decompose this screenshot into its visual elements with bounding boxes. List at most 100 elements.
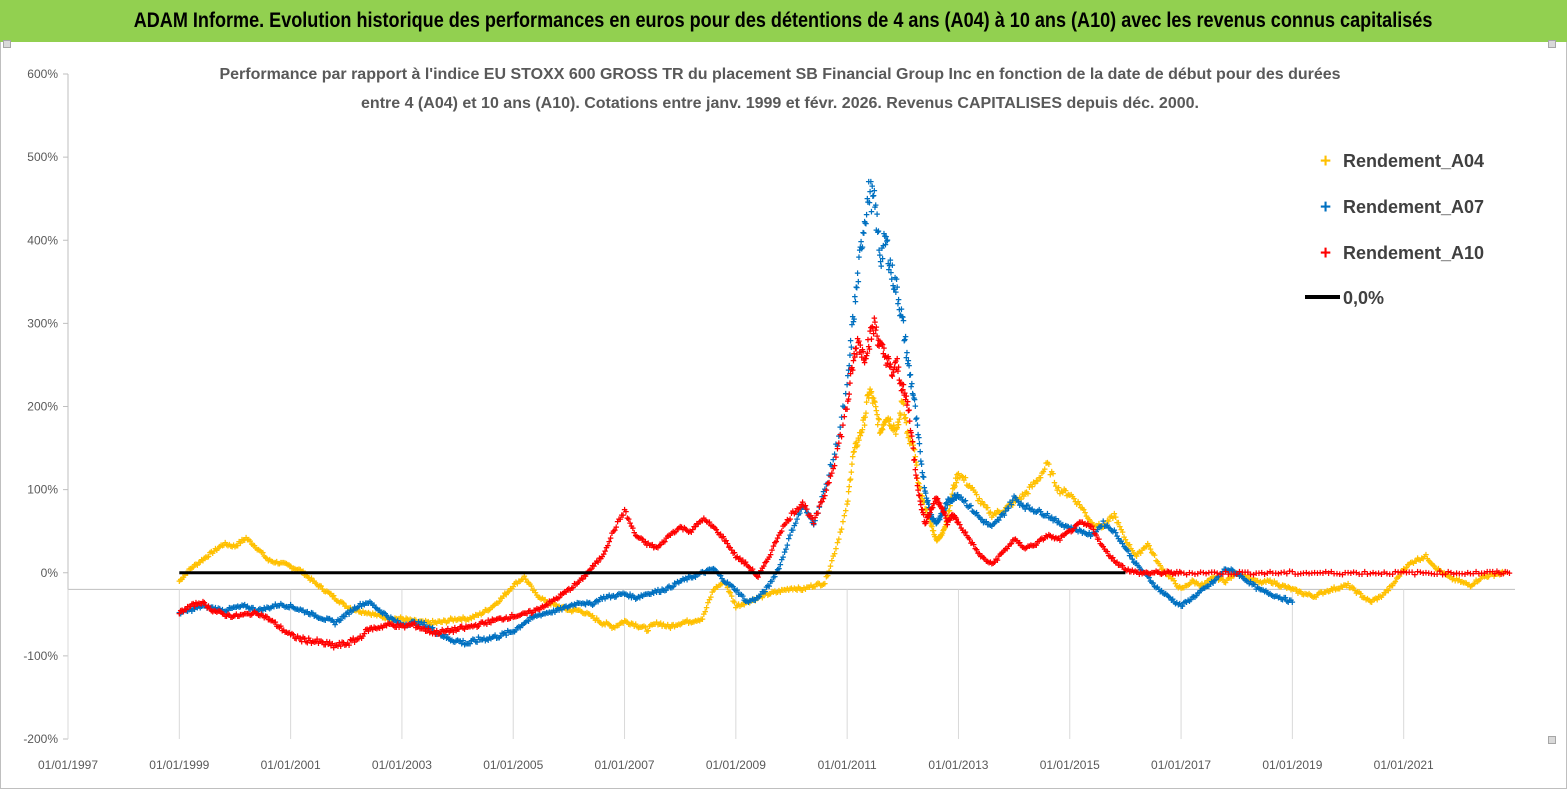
data-point: +	[792, 584, 798, 596]
data-point: +	[964, 501, 970, 513]
data-point: +	[1019, 489, 1025, 501]
data-point: +	[1167, 571, 1173, 583]
data-point: +	[941, 504, 947, 516]
data-point: +	[726, 586, 732, 598]
data-point: +	[632, 619, 638, 631]
data-point: +	[1263, 577, 1269, 589]
data-point: +	[781, 584, 787, 596]
data-point: +	[1157, 561, 1163, 573]
data-point: +	[248, 602, 254, 614]
data-point: +	[432, 617, 438, 629]
data-point: +	[881, 229, 887, 241]
data-point: +	[738, 599, 744, 611]
data-point: +	[980, 517, 986, 529]
data-point: +	[1391, 578, 1397, 590]
data-point: +	[322, 587, 328, 599]
data-point: +	[787, 530, 793, 542]
data-point: +	[1501, 568, 1507, 580]
data-point: +	[1438, 567, 1444, 579]
data-point: +	[811, 581, 817, 593]
data-point: +	[1211, 573, 1217, 585]
data-point: +	[493, 633, 499, 645]
data-point: +	[1222, 578, 1228, 590]
data-point: +	[1281, 580, 1287, 592]
data-point: +	[724, 583, 730, 595]
data-point: +	[410, 616, 416, 628]
data-point: +	[813, 579, 819, 591]
data-point: +	[939, 508, 945, 520]
data-point: +	[1067, 490, 1073, 502]
data-point: +	[1491, 571, 1497, 583]
resize-handle-top-left[interactable]	[3, 40, 11, 48]
data-point: +	[260, 605, 266, 617]
data-point: +	[1058, 520, 1064, 532]
data-point: +	[752, 595, 758, 607]
data-point: +	[482, 636, 488, 648]
resize-handle-bottom-right[interactable]	[1548, 736, 1556, 744]
data-point: +	[543, 598, 549, 610]
data-point: +	[930, 513, 936, 525]
data-point: +	[511, 578, 517, 590]
data-point: +	[1368, 597, 1374, 609]
data-point: +	[1247, 573, 1253, 585]
data-point: +	[1410, 558, 1416, 570]
data-point: +	[261, 551, 267, 563]
data-point: +	[305, 609, 311, 621]
data-point: +	[642, 589, 648, 601]
data-point: +	[1057, 488, 1063, 500]
data-point: +	[1348, 582, 1354, 594]
data-point: +	[439, 631, 445, 643]
data-point: +	[860, 415, 866, 427]
data-point: +	[528, 581, 534, 593]
data-point: +	[900, 399, 906, 411]
data-point: +	[340, 611, 346, 623]
data-point: +	[1452, 575, 1458, 587]
data-point: +	[740, 599, 746, 611]
data-point: +	[232, 542, 238, 554]
data-point: +	[450, 636, 456, 648]
data-point: +	[712, 564, 718, 576]
data-point: +	[1010, 495, 1016, 507]
data-point: +	[321, 615, 327, 627]
data-point: +	[258, 547, 264, 559]
data-point: +	[1435, 563, 1441, 575]
data-point: +	[428, 623, 434, 635]
data-point: +	[503, 589, 509, 601]
data-point: +	[691, 571, 697, 583]
data-point: +	[225, 605, 231, 617]
data-point: +	[683, 617, 689, 629]
data-point: +	[907, 370, 913, 382]
data-point: +	[324, 586, 330, 598]
data-point: +	[696, 568, 702, 580]
data-point: +	[312, 578, 318, 590]
data-point: +	[546, 607, 552, 619]
data-point: +	[587, 609, 593, 621]
data-point: +	[1000, 508, 1006, 520]
data-point: +	[1135, 560, 1141, 572]
resize-handle-top-right[interactable]	[1548, 40, 1556, 48]
data-point: +	[973, 490, 979, 502]
data-point: +	[1236, 570, 1242, 582]
data-point: +	[972, 508, 978, 520]
data-point: +	[319, 584, 325, 596]
data-point: +	[884, 415, 890, 427]
data-point: +	[215, 603, 221, 615]
data-point: +	[374, 604, 380, 616]
x-tick-label: 01/01/1999	[149, 758, 209, 772]
data-point: +	[254, 544, 260, 556]
data-point: +	[921, 497, 927, 509]
data-point: +	[845, 371, 851, 383]
data-point: +	[767, 589, 773, 601]
data-point: +	[738, 590, 744, 602]
data-point: +	[1028, 505, 1034, 517]
data-point: +	[877, 257, 883, 269]
data-point: +	[927, 511, 933, 523]
data-point: +	[521, 571, 527, 583]
data-point: +	[631, 592, 637, 604]
data-point: +	[1067, 523, 1073, 535]
data-point: +	[834, 441, 840, 453]
data-point: +	[1431, 561, 1437, 573]
data-point: +	[1374, 595, 1380, 607]
data-point: +	[226, 540, 232, 552]
data-point: +	[740, 591, 746, 603]
